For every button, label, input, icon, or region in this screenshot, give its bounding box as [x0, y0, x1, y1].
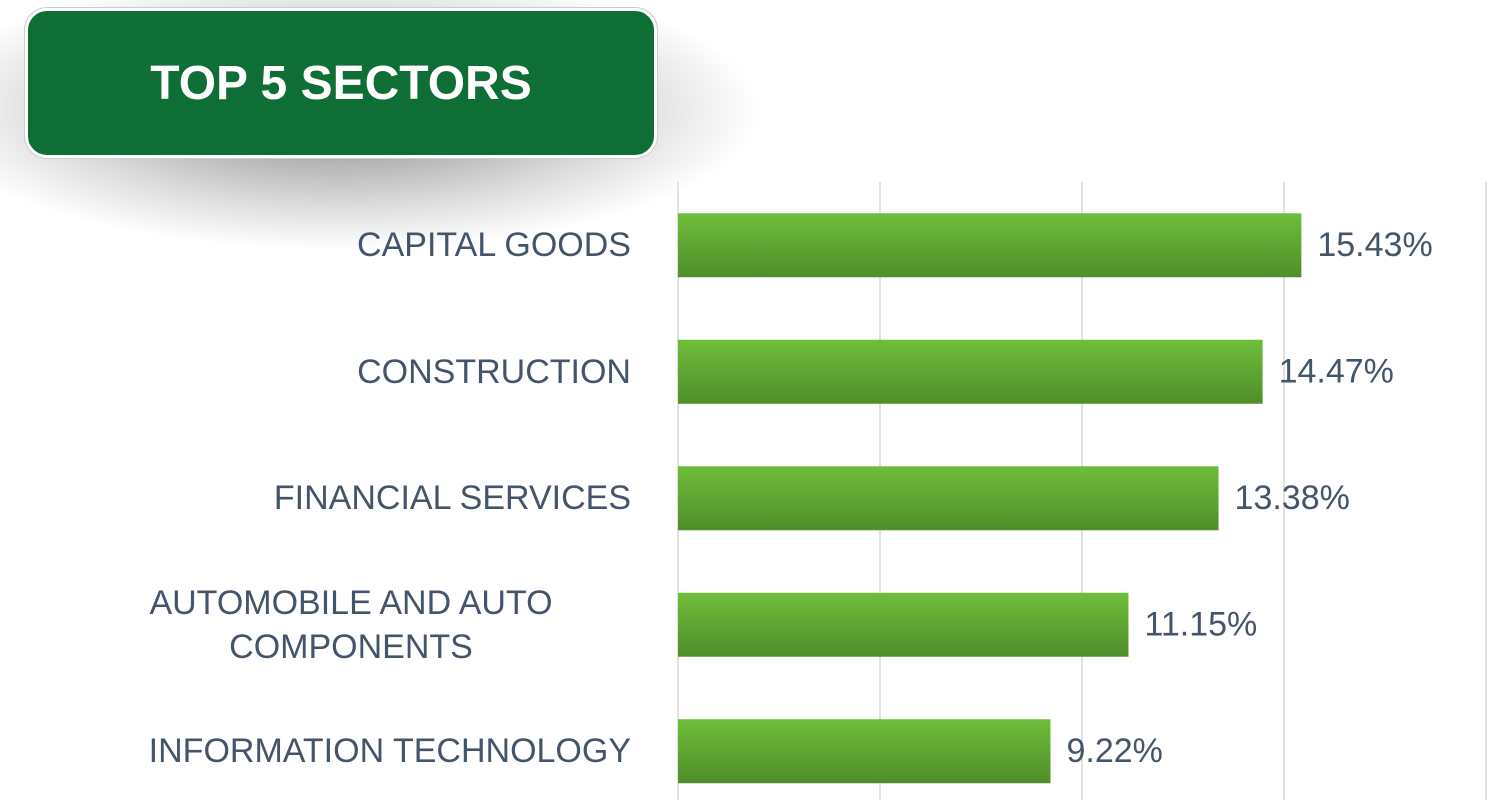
bar: [678, 339, 1263, 404]
value-label: 13.38%: [1235, 479, 1350, 517]
y-tick-label: AUTOMOBILE AND AUTO COMPONENTS: [149, 583, 553, 666]
bar: [678, 719, 1051, 784]
bar: [678, 466, 1219, 531]
title-box: TOP 5 SECTORS: [25, 8, 657, 158]
y-tick-label: INFORMATION TECHNOLOGY: [148, 732, 631, 771]
chart-title: TOP 5 SECTORS: [150, 56, 532, 110]
value-label: 15.43%: [1317, 226, 1432, 264]
bar: [678, 213, 1302, 278]
y-tick-label: CAPITAL GOODS: [357, 226, 631, 265]
y-tick-label: CONSTRUCTION: [357, 352, 631, 391]
value-label: 14.47%: [1279, 353, 1394, 391]
value-label: 11.15%: [1144, 606, 1257, 644]
bar: [678, 592, 1129, 657]
value-label: 9.22%: [1066, 732, 1162, 770]
y-tick-label: FINANCIAL SERVICES: [273, 479, 631, 518]
